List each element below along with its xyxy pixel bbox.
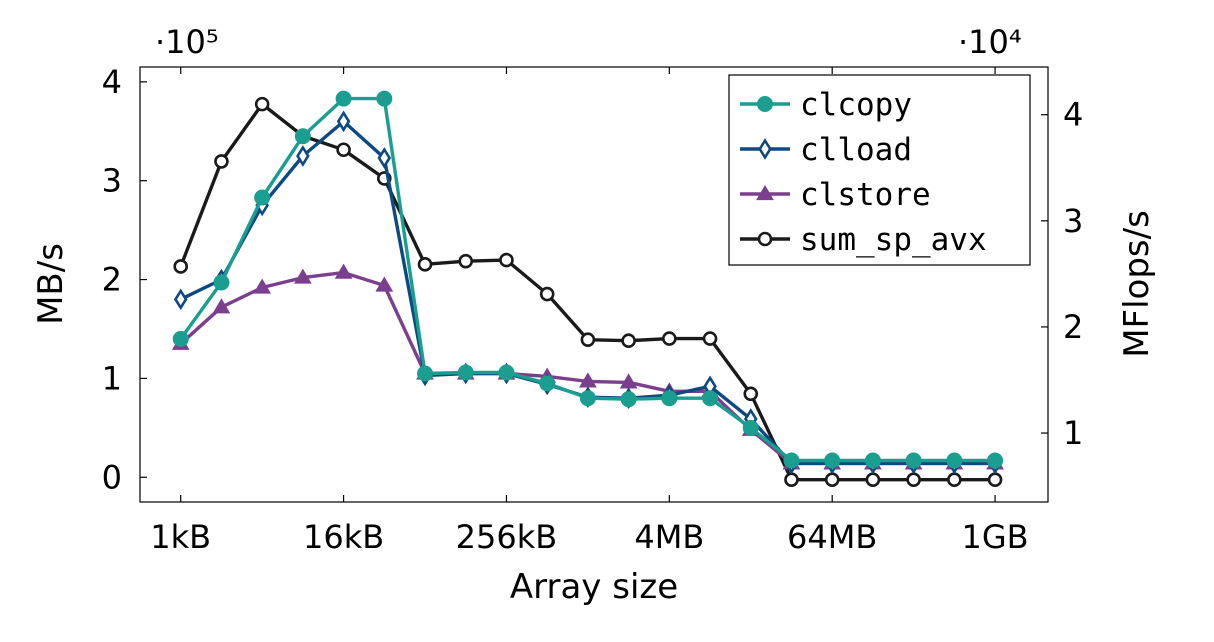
- y-left-tick-label: 2: [102, 261, 122, 299]
- data-point: [580, 332, 596, 347]
- data-point: [742, 419, 759, 436]
- series-clstore: [171, 263, 1004, 470]
- data-point: [621, 333, 636, 349]
- data-point: [336, 110, 351, 133]
- series-line: [179, 270, 996, 466]
- data-point: [212, 298, 231, 314]
- data-point: [498, 364, 515, 381]
- data-point: [457, 364, 474, 381]
- data-point: [702, 390, 719, 407]
- data-point: [335, 90, 352, 107]
- y-right-tick-label: 1: [1063, 414, 1083, 452]
- legend: clcopy clload clstore sum_sp_avx: [728, 74, 1031, 266]
- plot-area: [171, 90, 1004, 488]
- x-tick-label: 4MB: [634, 518, 704, 556]
- legend-label: clstore: [800, 177, 931, 213]
- legend-entry-clload: clload: [740, 132, 912, 168]
- data-point: [172, 330, 189, 347]
- data-point: [906, 472, 921, 488]
- data-point: [756, 185, 774, 201]
- data-point: [294, 128, 311, 145]
- data-point: [864, 452, 881, 469]
- plot-frame: [139, 66, 1049, 503]
- data-point: [947, 472, 962, 488]
- axes: 1kB 16kB 256kB 4MB 64MB 1GB 0 1 2 3 4 1 2 3 4 Array siz…: [31, 23, 1157, 607]
- data-point: [254, 96, 270, 112]
- data-point: [620, 391, 637, 408]
- x-tick-label: 256kB: [456, 518, 558, 556]
- legend-entry-sum-sp-avx: sum_sp_avx: [740, 222, 987, 258]
- data-point: [293, 268, 312, 284]
- data-point: [334, 263, 353, 279]
- data-point: [946, 452, 963, 469]
- data-point: [336, 142, 351, 158]
- y-right-multiplier: ·10⁴: [958, 23, 1022, 61]
- data-point: [213, 274, 230, 291]
- data-point: [824, 452, 841, 469]
- data-point: [757, 96, 773, 112]
- legend-entry-clcopy: clcopy: [740, 87, 912, 123]
- legend-label: clcopy: [800, 87, 912, 123]
- y-right-tick-label: 3: [1063, 202, 1083, 240]
- y-left-multiplier: ·10⁵: [155, 23, 219, 61]
- data-point: [824, 472, 840, 488]
- data-point: [417, 365, 434, 382]
- data-point: [499, 252, 514, 268]
- y-right-axis-label: MFlops/s: [1117, 210, 1157, 358]
- y-right-tick-label: 4: [1063, 96, 1083, 134]
- legend-entry-clstore: clstore: [740, 177, 931, 213]
- legend-box: [728, 74, 1031, 266]
- y-left-tick-label: 4: [102, 63, 122, 101]
- data-point: [757, 231, 773, 247]
- data-point: [539, 286, 555, 302]
- data-point: [173, 288, 188, 311]
- y-left-tick-label: 3: [102, 162, 122, 200]
- x-tick-label: 1GB: [962, 518, 1029, 556]
- data-point: [661, 390, 678, 407]
- data-point: [296, 145, 310, 167]
- y-left-axis-label: MB/s: [31, 243, 71, 325]
- data-point: [214, 154, 229, 169]
- legend-label: clload: [800, 132, 912, 168]
- series-clcopy: [172, 90, 1004, 469]
- x-tick-label: 64MB: [787, 518, 877, 556]
- data-point: [758, 138, 772, 160]
- data-point: [417, 257, 433, 272]
- data-point: [784, 472, 799, 488]
- data-point: [987, 472, 1003, 488]
- data-point: [702, 331, 718, 346]
- data-point: [743, 386, 759, 402]
- data-point: [905, 452, 922, 469]
- data-point: [375, 276, 394, 292]
- data-point: [662, 331, 677, 346]
- data-point: [253, 278, 272, 294]
- x-axis-label: Array size: [510, 567, 678, 607]
- y-left-tick-label: 1: [102, 359, 122, 397]
- data-point: [458, 253, 474, 269]
- data-point: [173, 259, 189, 274]
- data-point: [539, 375, 556, 392]
- data-point: [254, 189, 271, 206]
- x-tick-label: 1kB: [150, 518, 211, 556]
- x-tick-label: 16kB: [303, 518, 384, 556]
- y-left-tick-label: 0: [102, 458, 122, 496]
- data-point: [783, 452, 800, 469]
- data-point: [865, 472, 881, 488]
- data-point: [377, 147, 392, 169]
- data-point: [579, 390, 596, 407]
- data-point: [987, 452, 1004, 469]
- legend-label: sum_sp_avx: [800, 222, 987, 258]
- data-point: [376, 90, 393, 107]
- y-right-tick-label: 2: [1063, 308, 1083, 346]
